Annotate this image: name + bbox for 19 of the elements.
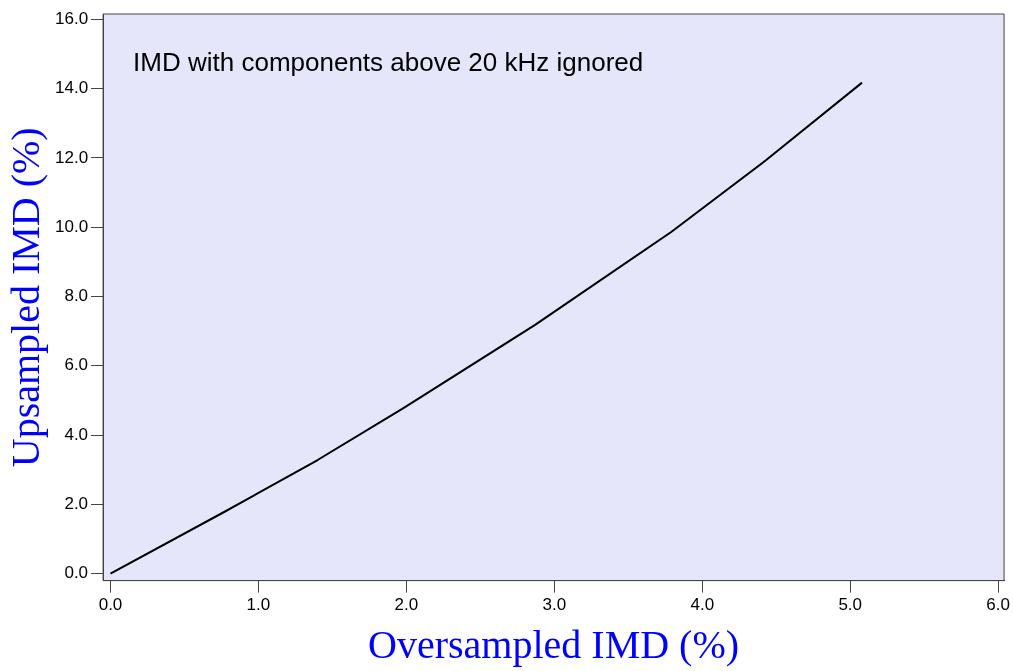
- x-tick-label: 4.0: [690, 595, 715, 615]
- y-tick-label: 2.0: [64, 494, 89, 514]
- x-tick-label: 0.0: [98, 595, 123, 615]
- y-tick-label: 14.0: [54, 78, 89, 98]
- y-tick-label: 6.0: [64, 355, 89, 375]
- y-tick-label: 16.0: [54, 8, 89, 28]
- y-tick-label: 0.0: [64, 563, 89, 583]
- x-tick-label: 2.0: [394, 595, 419, 615]
- x-tick-label: 1.0: [246, 595, 271, 615]
- y-tick-label: 12.0: [54, 147, 89, 167]
- y-tick-label: 8.0: [64, 286, 89, 306]
- y-axis-title: Upsampled IMD (%): [2, 127, 48, 468]
- x-axis-title: Oversampled IMD (%): [368, 621, 740, 667]
- x-tick-label: 6.0: [986, 595, 1010, 615]
- y-tick-label: 4.0: [64, 424, 89, 444]
- x-tick-label: 3.0: [542, 595, 567, 615]
- y-tick-label: 10.0: [54, 216, 89, 236]
- x-tick-label: 5.0: [838, 595, 863, 615]
- annotation: IMD with components above 20 kHz ignored: [133, 47, 644, 78]
